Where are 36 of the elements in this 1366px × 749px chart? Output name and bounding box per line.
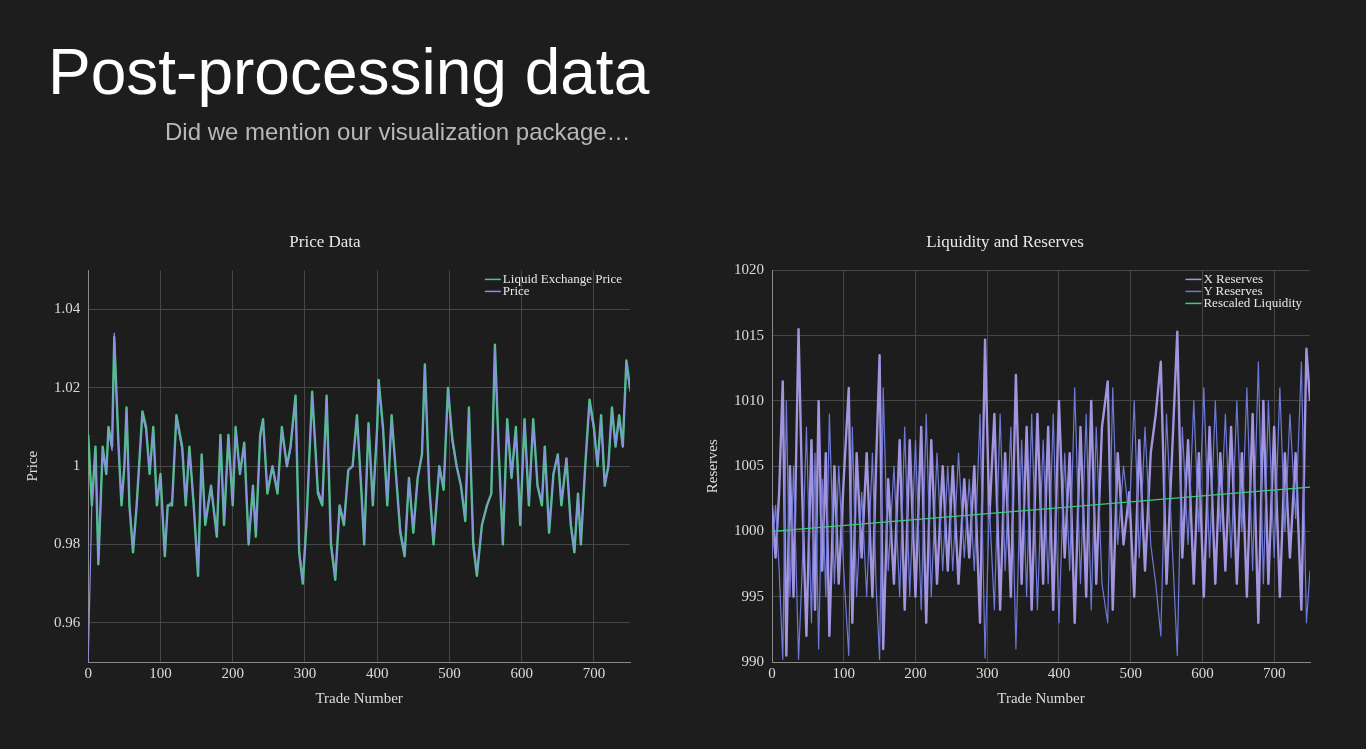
y-tick-label: 1 (72, 457, 81, 474)
chart-title: Price Data (289, 231, 362, 251)
y-tick-label: 990 (741, 652, 764, 669)
x-tick-label: 200 (221, 664, 244, 681)
y-tick-label: 1000 (734, 522, 764, 539)
x-tick-label: 700 (1262, 664, 1286, 681)
x-tick-label: 600 (1191, 664, 1214, 681)
y-tick-label: 1.02 (54, 378, 81, 395)
y-axis-title: Price (23, 450, 40, 482)
x-tick-label: 500 (438, 664, 461, 681)
y-tick-label: 1015 (734, 326, 764, 343)
y-axis-title: Reserves (703, 438, 720, 494)
x-tick-label: 0 (84, 664, 92, 681)
x-tick-label: 600 (510, 664, 533, 681)
text: Did we mention our visualization package… (165, 117, 632, 147)
text: Post-processing data (48, 35, 650, 110)
y-tick-label: 0.98 (54, 535, 81, 552)
x-tick-label: 500 (1119, 664, 1142, 681)
x-tick-label: 400 (1047, 664, 1071, 681)
y-tick-label: 1005 (734, 457, 764, 474)
chart-title: Liquidity and Reserves (926, 231, 1084, 251)
x-tick-label: 100 (149, 664, 172, 681)
x-tick-label: 100 (832, 664, 855, 681)
x-axis-title: Trade Number (997, 689, 1085, 706)
x-axis-title: Trade Number (315, 689, 403, 706)
x-tick-label: 200 (904, 664, 927, 681)
y-tick-label: 995 (741, 587, 764, 604)
y-tick-label: 1020 (734, 261, 764, 278)
y-tick-label: 1010 (734, 391, 764, 408)
x-tick-label: 300 (293, 664, 317, 681)
x-tick-label: 300 (975, 664, 999, 681)
x-tick-label: 400 (365, 664, 389, 681)
y-tick-label: 1.04 (54, 300, 81, 317)
x-tick-label: 700 (582, 664, 606, 681)
y-tick-label: 0.96 (54, 613, 81, 630)
x-tick-label: 0 (768, 664, 776, 681)
